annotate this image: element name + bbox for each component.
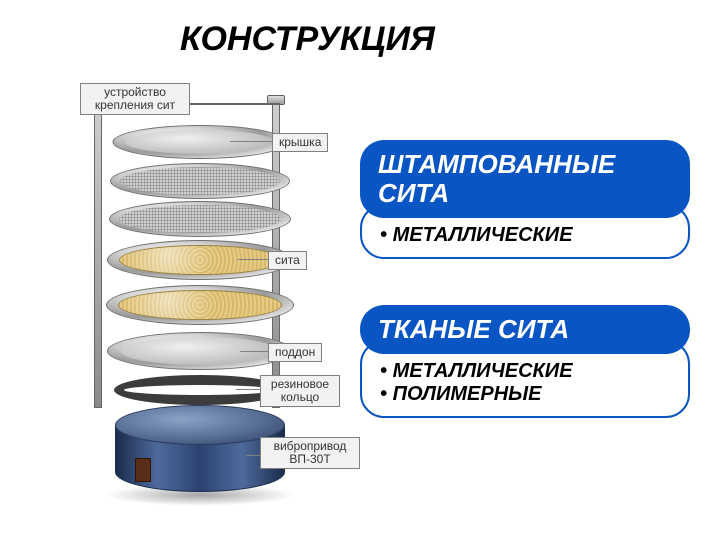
sub-stamped-list: МЕТАЛЛИЧЕСКИЕ [380,214,670,247]
lid [113,125,288,159]
sub-woven-item-1: МЕТАЛЛИЧЕСКИЕ [380,360,670,383]
control-panel [135,458,151,482]
label-lid: крышка [272,133,328,152]
label-sieves: сита [268,251,307,270]
sieve-sand-2 [106,285,294,325]
label-clamp: устройство крепления сит [80,83,190,115]
info-group-woven: ТКАНЫЕ СИТА МЕТАЛЛИЧЕСКИЕ ПОЛИМЕРНЫЕ [360,305,690,418]
sieve-sand-1 [107,240,293,280]
pill-woven-title: ТКАНЫЕ СИТА [360,305,690,354]
sieve-mesh-1 [110,163,290,199]
clamp-rod-left [94,103,102,408]
sub-woven-item-2: ПОЛИМЕРНЫЕ [380,383,670,406]
page-title: КОНСТРУКЦИЯ [180,20,435,59]
label-rubber-ring: резиновое кольцо [260,375,340,407]
sub-woven-list: МЕТАЛЛИЧЕСКИЕ ПОЛИМЕРНЫЕ [380,350,670,406]
sub-stamped-item-1: МЕТАЛЛИЧЕСКИЕ [380,224,670,247]
sieve-mesh-2 [109,201,291,237]
pill-stamped-title: ШТАМПОВАННЫЕ СИТА [360,140,690,218]
label-tray: поддон [268,343,322,362]
sieve-shaker-diagram: устройство крепления сит крышка сита под… [60,85,340,515]
info-group-stamped: ШТАМПОВАННЫЕ СИТА МЕТАЛЛИЧЕСКИЕ [360,140,690,259]
label-drive: вибропривод ВП-30Т [260,437,360,469]
